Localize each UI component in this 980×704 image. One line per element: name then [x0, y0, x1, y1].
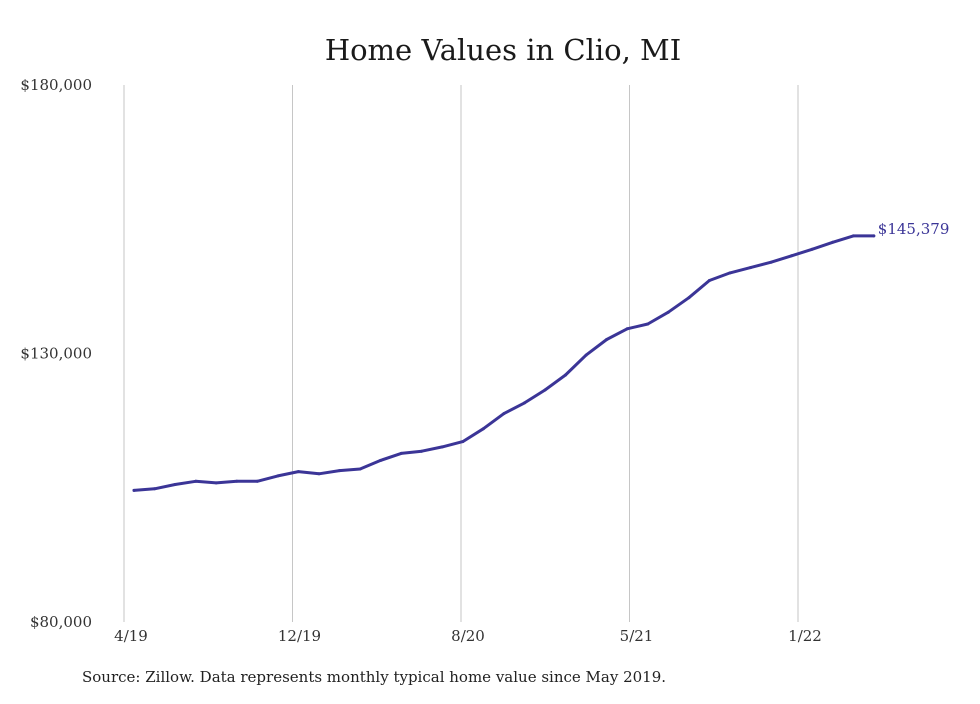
data-point — [769, 260, 773, 264]
y-axis-ticks: $180,000 $130,000 $80,000 — [20, 76, 92, 631]
data-point — [523, 401, 526, 405]
data-point — [132, 488, 136, 492]
data-point — [831, 240, 835, 244]
data-point — [317, 472, 321, 476]
data-point — [625, 327, 629, 331]
data-point — [338, 469, 341, 473]
data-point — [605, 338, 609, 341]
data-point — [707, 279, 711, 282]
data-point — [790, 254, 794, 258]
data-point — [358, 467, 362, 471]
data-point — [255, 479, 259, 483]
end-value-label: $145,379 — [878, 220, 950, 238]
data-point — [214, 481, 218, 485]
data-point — [173, 483, 177, 486]
data-point — [420, 449, 424, 453]
source-note: Source: Zillow. Data represents monthly … — [82, 668, 666, 686]
data-point — [235, 479, 239, 483]
data-point — [851, 234, 855, 238]
data-point — [728, 271, 732, 275]
x-axis-ticks: 4/19 12/19 8/20 5/21 1/22 — [114, 627, 822, 645]
x-tick-label: 4/19 — [114, 627, 148, 645]
x-tick-label: 1/22 — [788, 627, 822, 645]
series-line — [132, 234, 876, 492]
data-point — [543, 388, 547, 392]
data-point — [276, 474, 280, 478]
grid-lines — [123, 85, 799, 622]
data-point — [502, 412, 506, 416]
data-point — [194, 479, 198, 483]
data-point — [810, 247, 814, 251]
x-tick-label: 12/19 — [278, 627, 321, 645]
data-point — [584, 353, 588, 357]
x-tick-label: 8/20 — [451, 627, 485, 645]
data-point — [153, 487, 157, 491]
chart-title: Home Values in Clio, MI — [325, 33, 681, 67]
data-point — [296, 470, 300, 474]
data-point — [564, 373, 567, 377]
data-point — [872, 234, 876, 238]
y-tick-label: $80,000 — [30, 613, 92, 631]
data-point — [481, 427, 485, 431]
data-point — [440, 445, 444, 449]
data-point — [646, 322, 650, 326]
data-point — [749, 266, 752, 270]
data-point — [379, 458, 383, 462]
data-point — [687, 296, 691, 300]
series-group: $145,379 — [132, 220, 950, 492]
y-tick-label: $180,000 — [20, 76, 92, 94]
data-point — [399, 451, 403, 455]
x-tick-label: 5/21 — [620, 627, 654, 645]
data-point — [666, 310, 670, 314]
data-point — [461, 440, 465, 444]
y-tick-label: $130,000 — [20, 345, 92, 363]
